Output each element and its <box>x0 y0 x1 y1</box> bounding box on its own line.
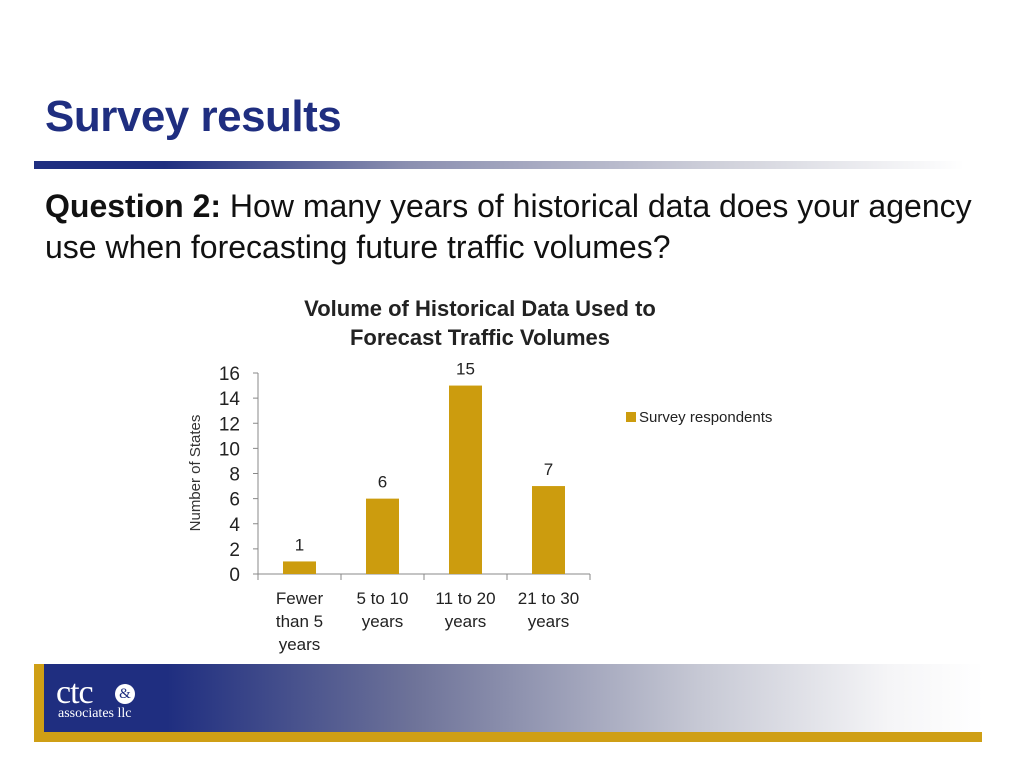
data-label: 15 <box>456 360 475 379</box>
y-tick-label: 16 <box>219 364 240 385</box>
data-label: 7 <box>544 460 553 479</box>
legend-swatch <box>626 412 636 422</box>
x-tick-label: 11 to 20 <box>435 589 495 608</box>
x-tick-label: 5 to 10 <box>357 589 409 608</box>
y-tick-label: 14 <box>219 389 241 410</box>
bar <box>366 498 399 574</box>
company-logo <box>34 664 169 732</box>
x-tick-label: years <box>362 612 404 631</box>
bar-chart: Volume of Historical Data Used to Forecas… <box>187 296 772 654</box>
x-tick-label: Fewer <box>276 589 324 608</box>
y-tick-label: 4 <box>229 515 240 536</box>
data-label: 6 <box>378 473 387 492</box>
x-tick-label: 21 to 30 <box>518 589 579 608</box>
bar <box>449 385 482 574</box>
y-tick-label: 0 <box>229 565 240 586</box>
legend-label: Survey respondents <box>639 409 772 426</box>
y-tick-label: 8 <box>229 465 240 486</box>
y-tick-label: 10 <box>219 439 240 460</box>
footer-band <box>34 664 984 732</box>
y-tick-label: 2 <box>229 540 240 561</box>
question-label: Question 2: <box>45 188 222 224</box>
data-label: 1 <box>295 535 304 554</box>
x-tick-label: years <box>279 635 321 654</box>
bar <box>532 486 565 574</box>
y-tick-label: 6 <box>229 490 240 511</box>
logo-wordmark: ctc <box>56 674 94 711</box>
y-axis-label: Number of States <box>187 415 204 532</box>
bar <box>283 561 316 574</box>
title-divider <box>34 161 964 169</box>
x-tick-label: years <box>528 612 570 631</box>
footer-rule <box>34 732 982 742</box>
chart-title-line: Volume of Historical Data Used to <box>304 296 656 321</box>
x-tick-label: years <box>445 612 487 631</box>
slide-title: Survey results <box>45 92 342 141</box>
question-text: Question 2: How many years of historical… <box>45 186 985 268</box>
y-tick-label: 12 <box>219 414 240 435</box>
question-body: How many years of historical data does y… <box>45 188 972 265</box>
logo-ampersand-icon: & <box>115 684 135 704</box>
chart-title-line: Forecast Traffic Volumes <box>350 325 610 350</box>
logo-subtitle: associates llc <box>58 706 132 721</box>
x-tick-label: than 5 <box>276 612 323 631</box>
